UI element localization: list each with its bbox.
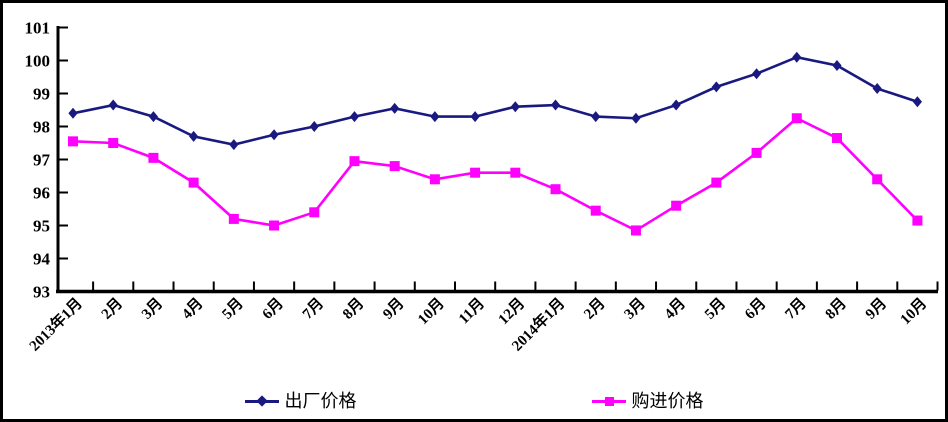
purchase-price-marker	[630, 225, 641, 236]
ex-factory-price-marker	[510, 101, 520, 113]
x-axis-label: 8月	[339, 295, 367, 323]
ex-factory-price-marker	[108, 99, 118, 111]
x-axis-label: 2013年1月	[25, 294, 85, 354]
ex-factory-price-marker	[309, 121, 319, 132]
x-axis-label: 3月	[138, 295, 166, 323]
chart-legend: 出厂价格 购进价格	[3, 389, 945, 413]
purchase-price-marker	[751, 147, 762, 158]
x-axis-label: 8月	[822, 295, 850, 323]
y-axis-label: 96	[33, 184, 50, 203]
purchase-price-marker	[188, 177, 199, 188]
purchase-price-marker	[510, 167, 521, 178]
purchase-price-marker	[429, 174, 440, 185]
ex-factory-price-marker	[550, 99, 561, 111]
y-axis-label: 93	[33, 283, 50, 302]
purchase-price-marker	[68, 136, 78, 147]
x-axis-label: 5月	[219, 295, 247, 323]
ex-factory-price-marker	[470, 111, 480, 123]
purchase-price-marker	[349, 156, 360, 167]
x-axis-label: 7月	[299, 295, 327, 323]
x-axis-label: 9月	[862, 295, 890, 323]
legend-item-purchase-price: 购进价格	[591, 389, 704, 413]
ex-factory-price-marker	[832, 59, 842, 71]
x-axis-label: 7月	[782, 295, 810, 323]
x-axis-label: 12月	[495, 295, 528, 328]
legend-label-ex-factory-price: 出厂价格	[284, 391, 357, 411]
x-axis-label: 4月	[179, 295, 207, 323]
ex-factory-price-marker	[269, 129, 279, 141]
purchase-price-marker	[269, 220, 280, 231]
ex-factory-price-marker	[631, 112, 641, 124]
ex-factory-price-marker	[792, 51, 802, 63]
ex-factory-price-marker	[872, 83, 882, 95]
x-axis-label: 11月	[455, 295, 488, 328]
purchase-price-marker	[831, 133, 842, 144]
purchase-price-marker	[108, 138, 119, 148]
purchase-price-marker	[309, 207, 320, 218]
ex-factory-price-marker	[189, 130, 199, 142]
ex-factory-price-line	[72, 55, 918, 146]
ex-factory-price-marker	[349, 111, 360, 123]
ex-factory-price-marker	[68, 107, 78, 119]
purchase-price-marker	[590, 205, 601, 216]
x-axis-label: 4月	[661, 295, 689, 323]
x-axis-label: 6月	[741, 295, 769, 323]
ex-factory-price-marker	[711, 81, 721, 93]
diamond-marker-icon	[244, 389, 279, 413]
purchase-price-marker	[550, 184, 561, 195]
x-axis-label: 5月	[701, 295, 729, 323]
legend-item-ex-factory-price: 出厂价格	[244, 389, 357, 413]
legend-label-purchase-price: 购进价格	[631, 391, 704, 411]
ex-factory-price-marker	[912, 96, 923, 108]
ex-factory-price-marker	[430, 111, 440, 123]
y-axis-label: 98	[33, 118, 50, 137]
x-axis-label: 2月	[98, 295, 126, 323]
purchase-price-marker	[912, 215, 923, 226]
y-axis-label: 100	[25, 52, 51, 71]
purchase-price-marker	[148, 152, 159, 163]
purchase-price-line	[72, 116, 919, 232]
y-axis-label: 94	[33, 250, 51, 269]
purchase-price-marker	[872, 174, 883, 185]
y-axis-label: 101	[25, 19, 51, 38]
x-axis-label: 10月	[897, 295, 930, 328]
ex-factory-price-marker	[591, 111, 601, 123]
ex-factory-price-marker	[148, 111, 159, 123]
x-axis-label: 3月	[621, 295, 649, 323]
purchase-price-marker	[671, 200, 682, 211]
ex-factory-price-marker	[671, 99, 681, 111]
purchase-price-marker	[228, 213, 239, 224]
y-axis-label: 97	[33, 151, 51, 170]
purchase-price-marker	[389, 161, 400, 172]
y-axis-label: 99	[33, 85, 50, 104]
ex-factory-price-marker	[751, 68, 762, 80]
y-axis-label: 95	[33, 217, 50, 236]
x-axis-label: 2月	[581, 295, 609, 323]
x-axis-label: 6月	[259, 295, 287, 323]
ex-factory-price-marker	[390, 102, 400, 114]
purchase-price-marker	[791, 113, 802, 124]
ex-factory-price-marker	[229, 139, 239, 151]
purchase-price-marker	[470, 167, 481, 178]
x-axis-label: 9月	[380, 295, 408, 323]
purchase-price-marker	[711, 177, 722, 188]
square-marker-icon	[591, 389, 626, 413]
x-axis-label: 10月	[414, 295, 447, 328]
